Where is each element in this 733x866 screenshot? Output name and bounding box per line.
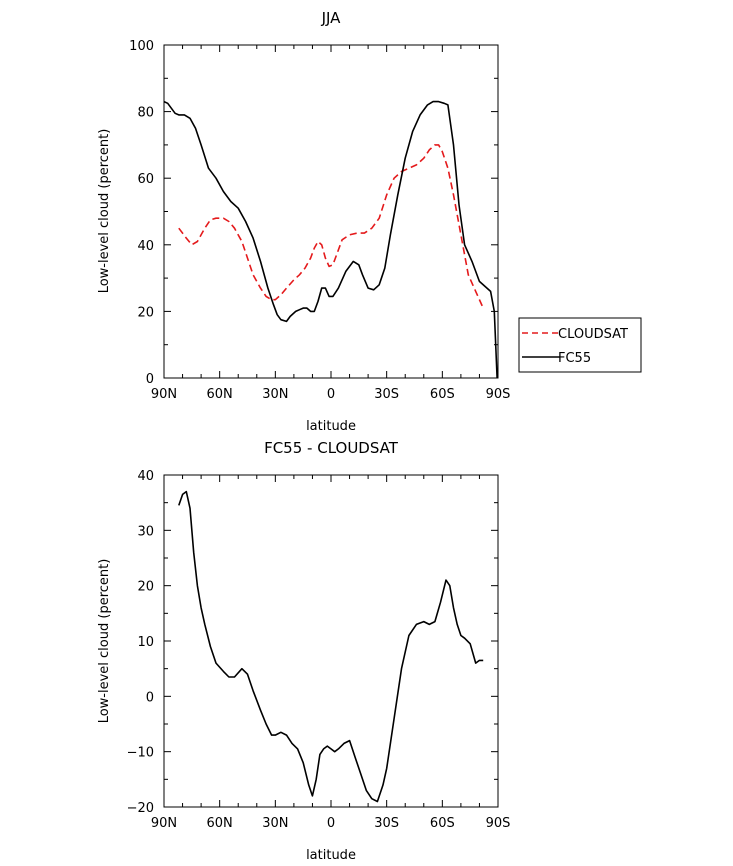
panel2-ytick-label: 40 xyxy=(137,469,154,484)
panel1-lines xyxy=(163,100,498,379)
legend-label-cloudsat: CLOUDSAT xyxy=(558,327,628,342)
panel2-ytick-label: −10 xyxy=(127,746,154,761)
panel2-title: FC55 - CLOUDSAT xyxy=(264,439,399,457)
panel1-series-cloudsat-line xyxy=(178,144,484,309)
panel2-ytick-label: −20 xyxy=(127,801,154,816)
panel2-ytick-label: 0 xyxy=(146,690,154,705)
panel2-xtick-label: 30S xyxy=(374,816,399,831)
panel2-frame xyxy=(163,474,499,808)
panel1-xtick-label: 30S xyxy=(374,387,399,402)
panel1-xtick-label: 90N xyxy=(151,387,177,402)
panel1-xlabel: latitude xyxy=(306,419,356,434)
panel2-xlabel: latitude xyxy=(306,848,356,863)
panel1-ytick-label: 100 xyxy=(129,39,154,54)
panel1-series-fc55-line xyxy=(163,100,498,379)
panel1-ytick-label: 20 xyxy=(137,305,154,320)
panel1-xtick-label: 0 xyxy=(327,387,335,402)
panel2-xtick-label: 60N xyxy=(207,816,233,831)
panel2-ytick-label: 10 xyxy=(137,635,154,650)
panel1-ytick-label: 0 xyxy=(146,372,154,387)
panel1-ylabel: Low-level cloud (percent) xyxy=(97,129,112,294)
panel2-xtick-label: 0 xyxy=(327,816,335,831)
panel1-ytick-label: 80 xyxy=(137,106,154,121)
panel2-ytick-label: 30 xyxy=(137,524,154,539)
panel-bottom: FC55 - CLOUDSAT 90N 60N 30N 0 30S 60S 90S −20 −1… xyxy=(97,439,510,863)
panel2-series-difference-line xyxy=(178,490,484,803)
panel2-xtick-label: 30N xyxy=(262,816,288,831)
legend-box xyxy=(518,317,642,373)
panel2-lines xyxy=(178,490,484,803)
panel1-ytick-label: 40 xyxy=(137,239,154,254)
legend: CLOUDSAT FC55 xyxy=(518,317,642,373)
panel1-xtick-label: 90S xyxy=(486,387,511,402)
legend-label-fc55: FC55 xyxy=(558,351,591,366)
panel2-ylabel: Low-level cloud (percent) xyxy=(97,559,112,724)
panel1-xtick-label: 30N xyxy=(262,387,288,402)
panel1-ticks: 90N 60N 30N 0 30S 60S 90S 0 20 40 60 80 100 xyxy=(129,39,510,402)
panel2-ticks: 90N 60N 30N 0 30S 60S 90S −20 −10 0 10 20 30 40 xyxy=(127,469,511,831)
panel1-xtick-label: 60N xyxy=(207,387,233,402)
panel1-xtick-label: 60S xyxy=(430,387,455,402)
panel2-ytick-label: 20 xyxy=(137,580,154,595)
panel1-frame xyxy=(163,44,499,379)
panel1-ytick-label: 60 xyxy=(137,172,154,187)
panel-top: JJA 90N 60N 30N 0 30S 60S 90S 0 20 40 60 80 100 lati… xyxy=(97,9,642,434)
panel2-xtick-label: 60S xyxy=(430,816,455,831)
panel2-xtick-label: 90S xyxy=(486,816,511,831)
panel2-xtick-label: 90N xyxy=(151,816,177,831)
panel1-title: JJA xyxy=(321,9,342,27)
